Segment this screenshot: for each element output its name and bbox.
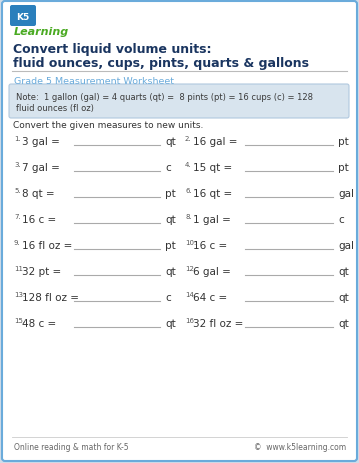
Text: gal: gal bbox=[338, 188, 354, 199]
Text: 16.: 16. bbox=[185, 317, 196, 323]
Text: c: c bbox=[338, 214, 344, 225]
Text: Grade 5 Measurement Worksheet: Grade 5 Measurement Worksheet bbox=[14, 76, 174, 85]
Text: 16 gal =: 16 gal = bbox=[193, 137, 238, 147]
Text: 11.: 11. bbox=[14, 265, 25, 271]
Text: pt: pt bbox=[338, 137, 349, 147]
Text: qt: qt bbox=[165, 319, 176, 328]
Text: 4.: 4. bbox=[185, 162, 192, 168]
Text: pt: pt bbox=[338, 163, 349, 173]
Text: Convert the given measures to new units.: Convert the given measures to new units. bbox=[13, 121, 204, 130]
FancyBboxPatch shape bbox=[9, 85, 349, 119]
Text: 7.: 7. bbox=[14, 213, 21, 219]
Text: 32 pt =: 32 pt = bbox=[22, 266, 61, 276]
Text: 14.: 14. bbox=[185, 291, 196, 297]
Text: 8 qt =: 8 qt = bbox=[22, 188, 55, 199]
FancyBboxPatch shape bbox=[10, 6, 36, 27]
Text: qt: qt bbox=[165, 137, 176, 147]
Text: c: c bbox=[165, 292, 171, 302]
Text: K5: K5 bbox=[17, 13, 30, 22]
Text: 12.: 12. bbox=[185, 265, 196, 271]
Text: 64 c =: 64 c = bbox=[193, 292, 227, 302]
Text: 13.: 13. bbox=[14, 291, 25, 297]
Text: Convert liquid volume units:: Convert liquid volume units: bbox=[13, 44, 211, 56]
Text: c: c bbox=[165, 163, 171, 173]
Text: 32 fl oz =: 32 fl oz = bbox=[193, 319, 243, 328]
Text: 6.: 6. bbox=[185, 188, 192, 194]
Text: 15.: 15. bbox=[14, 317, 25, 323]
Text: 3.: 3. bbox=[14, 162, 21, 168]
Text: pt: pt bbox=[165, 188, 176, 199]
Text: gal: gal bbox=[338, 240, 354, 250]
Text: 6 gal =: 6 gal = bbox=[193, 266, 231, 276]
Text: pt: pt bbox=[165, 240, 176, 250]
Text: 16 c =: 16 c = bbox=[22, 214, 56, 225]
Text: 15 qt =: 15 qt = bbox=[193, 163, 232, 173]
Text: 16 c =: 16 c = bbox=[193, 240, 227, 250]
Text: fluid ounces, cups, pints, quarts & gallons: fluid ounces, cups, pints, quarts & gall… bbox=[13, 56, 309, 69]
Text: 2.: 2. bbox=[185, 136, 192, 142]
Text: Learning: Learning bbox=[14, 27, 69, 37]
Text: 16 fl oz =: 16 fl oz = bbox=[22, 240, 73, 250]
Text: qt: qt bbox=[165, 266, 176, 276]
Text: 3 gal =: 3 gal = bbox=[22, 137, 60, 147]
Text: 1 gal =: 1 gal = bbox=[193, 214, 231, 225]
Text: Online reading & math for K-5: Online reading & math for K-5 bbox=[14, 443, 129, 451]
Text: 9.: 9. bbox=[14, 239, 21, 245]
Text: 48 c =: 48 c = bbox=[22, 319, 56, 328]
Text: qt: qt bbox=[338, 319, 349, 328]
Text: Note:  1 gallon (gal) = 4 quarts (qt) =  8 pints (pt) = 16 cups (c) = 128: Note: 1 gallon (gal) = 4 quarts (qt) = 8… bbox=[16, 92, 313, 101]
Text: 1.: 1. bbox=[14, 136, 21, 142]
Text: qt: qt bbox=[338, 266, 349, 276]
Text: fluid ounces (fl oz): fluid ounces (fl oz) bbox=[16, 104, 94, 113]
Text: 5.: 5. bbox=[14, 188, 20, 194]
Text: 8.: 8. bbox=[185, 213, 192, 219]
Text: 10.: 10. bbox=[185, 239, 196, 245]
Text: ©  www.k5learning.com: © www.k5learning.com bbox=[254, 443, 346, 451]
Text: 128 fl oz =: 128 fl oz = bbox=[22, 292, 79, 302]
Text: qt: qt bbox=[165, 214, 176, 225]
Text: qt: qt bbox=[338, 292, 349, 302]
Text: 7 gal =: 7 gal = bbox=[22, 163, 60, 173]
Text: 16 qt =: 16 qt = bbox=[193, 188, 232, 199]
